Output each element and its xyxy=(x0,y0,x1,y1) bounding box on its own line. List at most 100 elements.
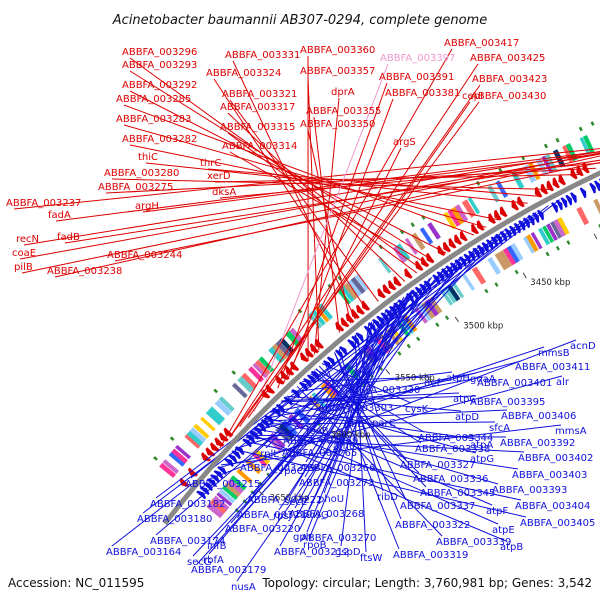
reverse-leader-line xyxy=(282,400,477,454)
forward-gene-label: ABBFA_003280 xyxy=(104,168,179,179)
forward-gene-label: argS xyxy=(393,137,416,148)
reverse-category-band xyxy=(216,492,233,507)
reverse-leader-line xyxy=(279,277,432,547)
reverse-leader-line xyxy=(245,437,525,453)
forward-leader-line xyxy=(13,148,600,210)
forward-category-band xyxy=(162,459,179,474)
forward-gene-label: ABBFA_003357 xyxy=(300,66,375,77)
forward-category-band xyxy=(168,452,185,467)
forward-gene-mark xyxy=(340,317,350,328)
feature-bands xyxy=(153,121,600,519)
reverse-category-band xyxy=(230,475,247,491)
forward-gene-label: cepI xyxy=(462,91,483,102)
reverse-gene-mark xyxy=(570,192,577,203)
gene-labels: ABBFA_003296 ABBFA_003293 ABBFA_003292 ABBF… xyxy=(6,38,596,593)
reverse-category-band xyxy=(576,206,590,226)
rna-feature-mark xyxy=(545,251,550,257)
reverse-gene-label: ABBFA_003344 xyxy=(418,433,493,444)
forward-leader-line xyxy=(283,147,402,383)
tick-label: 3650 kbp xyxy=(270,494,310,504)
reverse-gene-label: ABBFA_003303 xyxy=(318,403,393,414)
forward-gene-label: pilB xyxy=(14,262,33,273)
reverse-gene-label: rbfA xyxy=(203,555,224,566)
forward-leader-line xyxy=(227,112,406,282)
forward-gene-label: dksA xyxy=(212,187,236,198)
reverse-gene-label: cysK xyxy=(405,404,429,415)
forward-gene-mark xyxy=(459,230,468,242)
reverse-gene-label: atpF xyxy=(486,506,508,517)
forward-leader-line xyxy=(227,132,418,274)
reverse-gene-mark xyxy=(213,470,224,479)
tick-mark xyxy=(258,490,264,496)
forward-leader-line xyxy=(229,101,480,438)
forward-gene-mark xyxy=(356,304,365,315)
reverse-category-band xyxy=(443,286,457,304)
forward-leader-line xyxy=(129,90,447,254)
forward-category-band xyxy=(214,399,232,416)
reverse-leader-line xyxy=(192,235,497,557)
reverse-gene-label: gph xyxy=(293,532,312,543)
forward-category-band xyxy=(205,409,222,426)
reverse-gene-label: nusG xyxy=(303,510,329,521)
forward-category-band xyxy=(186,430,204,447)
forward-category-band xyxy=(208,406,226,423)
forward-category-band xyxy=(343,282,359,300)
forward-leader-line xyxy=(123,104,475,236)
forward-leader-line xyxy=(287,98,394,379)
forward-gene-label: ABBFA_003238 xyxy=(47,266,122,277)
forward-gene-mark xyxy=(415,260,424,271)
forward-gene-label: thrC xyxy=(200,158,221,169)
forward-gene-mark xyxy=(558,174,566,186)
reverse-gene-label: ABBFA_003179 xyxy=(191,565,266,576)
forward-category-band xyxy=(582,135,595,154)
forward-leader-line xyxy=(64,159,600,244)
forward-gene-label: fadA xyxy=(48,210,71,221)
reverse-gene-label: phoU xyxy=(318,494,344,505)
reverse-gene-label: ABBFA_003182 xyxy=(150,499,225,510)
forward-gene-mark xyxy=(223,427,234,437)
reverse-gene-label: acnD xyxy=(570,341,596,352)
tick-mark xyxy=(522,272,527,279)
reverse-gene-label: ABBFA_003403 xyxy=(512,470,587,481)
reverse-gene-label: ribD xyxy=(377,492,398,503)
reverse-category-band xyxy=(389,325,404,343)
forward-leader-line xyxy=(229,63,479,438)
forward-gene-label: fadB xyxy=(57,232,80,243)
genome-summary-text: Topology: circular; Length: 3,760,981 bp… xyxy=(261,576,592,590)
reverse-gene-label: ABBFA_003404 xyxy=(515,501,590,512)
rna-feature-mark xyxy=(153,456,158,461)
rna-feature-mark xyxy=(421,215,426,220)
forward-category-band xyxy=(340,285,355,303)
reverse-gene-label: rpoC xyxy=(280,466,304,477)
forward-gene-label: ABBFA_003296 xyxy=(122,47,197,58)
reverse-gene-label: parC xyxy=(372,418,396,429)
rna-feature-mark xyxy=(578,126,583,132)
reverse-gene-label: rpoB xyxy=(303,540,327,551)
forward-gene-label: ABBFA_003397 xyxy=(380,53,455,64)
reverse-leader-line xyxy=(155,215,531,499)
tick-label: 3600 kbp xyxy=(331,430,371,440)
rna-feature-mark xyxy=(555,245,560,251)
forward-gene-mark xyxy=(552,177,560,189)
forward-gene-mark xyxy=(546,180,554,192)
reverse-gene-label: atpD xyxy=(455,412,479,423)
reverse-category-band xyxy=(510,243,524,261)
forward-gene-mark xyxy=(499,206,508,218)
forward-gene-label: xerD xyxy=(207,171,231,182)
reverse-gene-label: ABBFA_003270 xyxy=(301,533,376,544)
forward-category-band xyxy=(467,197,481,215)
reverse-category-band xyxy=(418,304,432,322)
reverse-gene-label: ABBFA_003212 xyxy=(274,547,349,558)
forward-leader-line xyxy=(145,162,528,204)
forward-gene-label: ABBFA_003292 xyxy=(122,80,197,91)
forward-gene-mark xyxy=(454,234,463,245)
reverse-leader-line xyxy=(306,302,398,533)
reverse-category-band xyxy=(420,301,436,320)
reverse-gene-label: ABBFA_003164 xyxy=(106,547,181,558)
forward-category-band xyxy=(285,330,302,348)
forward-gene-mark xyxy=(511,199,519,211)
reverse-gene-label: ABBFA_003393 xyxy=(492,485,567,496)
reverse-gene-label: ABBFA_003338 xyxy=(415,444,490,455)
reverse-category-band xyxy=(494,252,509,271)
